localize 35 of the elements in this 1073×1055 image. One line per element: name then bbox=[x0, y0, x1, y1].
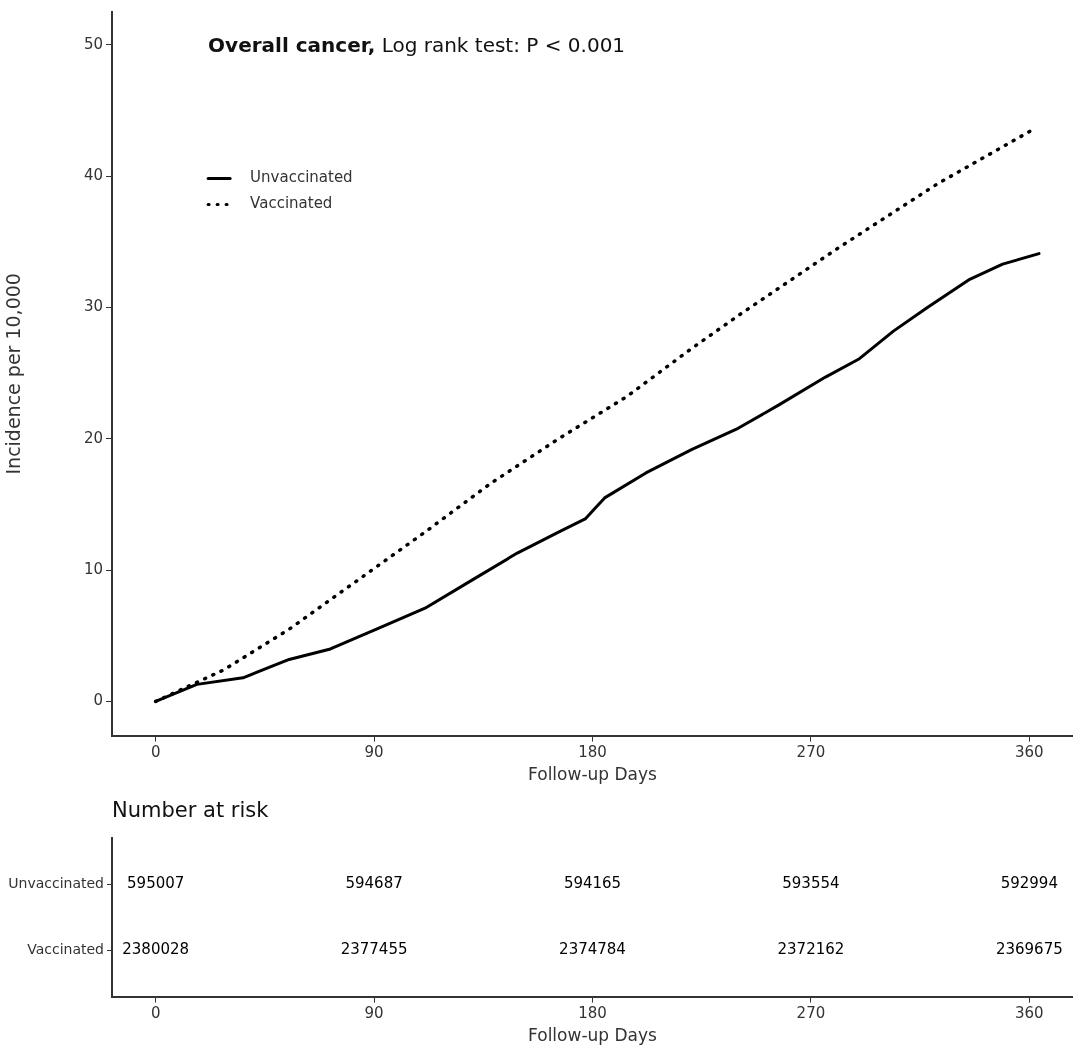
data-label: 2372162 bbox=[777, 940, 845, 959]
x-tick-label: 180 bbox=[578, 1004, 607, 1023]
x-tick-label: 0 bbox=[150, 1004, 161, 1023]
y-tick-label: 0 bbox=[93, 691, 103, 710]
x-tick-label: 360 bbox=[1015, 743, 1044, 762]
data-label: 594687 bbox=[345, 874, 403, 893]
data-label: 2369675 bbox=[995, 940, 1063, 959]
y-tick-label: Unvaccinated bbox=[8, 874, 104, 891]
y-tick-label: 30 bbox=[83, 297, 103, 316]
data-label: 595007 bbox=[127, 874, 185, 893]
data-label: 592994 bbox=[1000, 874, 1058, 893]
text: Overall cancer, Log rank test: P < 0.001 bbox=[208, 33, 626, 58]
data-label: 2377455 bbox=[340, 940, 408, 959]
data-label: 2374784 bbox=[559, 940, 626, 959]
x-tick-label: 90 bbox=[364, 1004, 384, 1023]
y-tick-label: Vaccinated bbox=[27, 940, 104, 957]
y-axis-title: Incidence per 10,000 bbox=[2, 273, 25, 475]
data-label: 594165 bbox=[563, 874, 622, 893]
x-tick-label: 270 bbox=[796, 1004, 826, 1023]
x-axis-title: Follow-up Days bbox=[528, 1025, 658, 1046]
y-tick-label: 40 bbox=[83, 166, 103, 185]
x-tick-label: 360 bbox=[1015, 1004, 1044, 1023]
x-tick-label: 270 bbox=[796, 743, 826, 762]
data-label: 2380028 bbox=[122, 940, 190, 959]
x-axis-title: Follow-up Days bbox=[528, 764, 658, 785]
chart-title: Number at risk bbox=[112, 798, 270, 823]
x-tick-label: 180 bbox=[578, 743, 607, 762]
x-tick-label: 90 bbox=[364, 743, 384, 762]
data-label: 593554 bbox=[782, 874, 840, 893]
y-tick-label: 20 bbox=[83, 428, 103, 447]
y-tick-label: 10 bbox=[83, 560, 103, 579]
legend-label: Unvaccinated bbox=[250, 168, 353, 187]
x-tick-label: 0 bbox=[150, 743, 161, 762]
legend-label: Vaccinated bbox=[250, 194, 333, 213]
y-tick-label: 50 bbox=[83, 34, 103, 53]
